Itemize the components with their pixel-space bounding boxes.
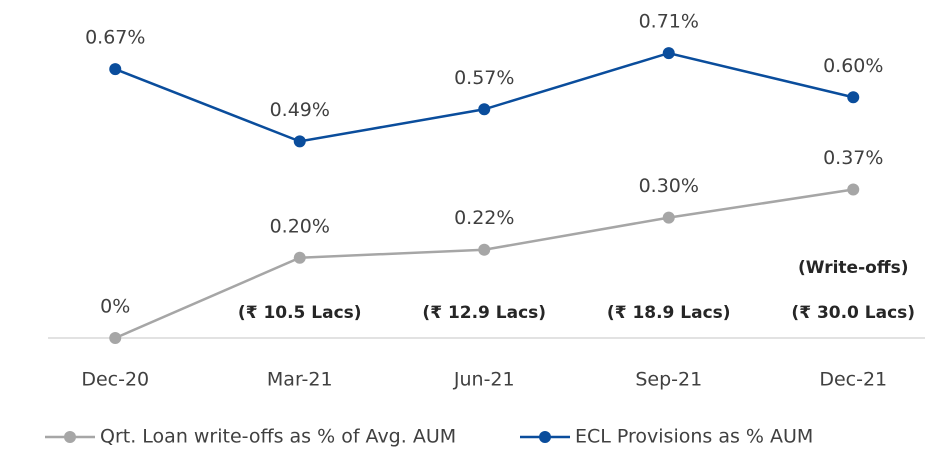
data-label: 0.71% xyxy=(639,11,699,33)
data-label: 0.67% xyxy=(85,27,145,49)
point xyxy=(109,332,122,344)
data-label: 0.57% xyxy=(454,67,514,89)
legend-label: Qrt. Loan write-offs as % of Avg. AUM xyxy=(100,426,456,448)
point xyxy=(478,243,491,256)
write-off-amount: (₹ 18.9 Lacs) xyxy=(607,303,731,323)
write-off-amount: (₹ 30.0 Lacs) xyxy=(791,303,915,323)
data-label: 0.22% xyxy=(454,207,514,229)
data-label: 0.30% xyxy=(639,175,699,197)
write-off-amount: (₹ 10.5 Lacs) xyxy=(238,303,362,323)
legend-marker xyxy=(539,431,551,443)
data-label: 0.37% xyxy=(823,147,883,169)
point xyxy=(847,91,860,104)
data-label: 0.20% xyxy=(270,215,330,237)
x-tick-label: Sep-21 xyxy=(635,369,702,391)
point xyxy=(109,63,122,76)
point xyxy=(662,211,675,224)
point xyxy=(847,183,860,196)
x-tick-label: Dec-21 xyxy=(819,369,887,391)
point xyxy=(293,135,306,148)
write-off-header: (Write-offs) xyxy=(798,258,908,278)
point xyxy=(293,251,306,264)
point xyxy=(662,47,675,60)
x-tick-label: Mar-21 xyxy=(267,369,333,391)
legend-marker xyxy=(64,431,76,443)
x-tick-label: Jun-21 xyxy=(453,369,515,391)
point xyxy=(478,103,491,116)
x-tick-label: Dec-20 xyxy=(81,369,149,391)
write-off-amount: (₹ 12.9 Lacs) xyxy=(422,303,546,323)
legend-label: ECL Provisions as % AUM xyxy=(575,426,813,448)
data-label: 0.49% xyxy=(270,99,330,121)
data-label: 0% xyxy=(100,296,130,318)
data-label: 0.60% xyxy=(823,55,883,77)
